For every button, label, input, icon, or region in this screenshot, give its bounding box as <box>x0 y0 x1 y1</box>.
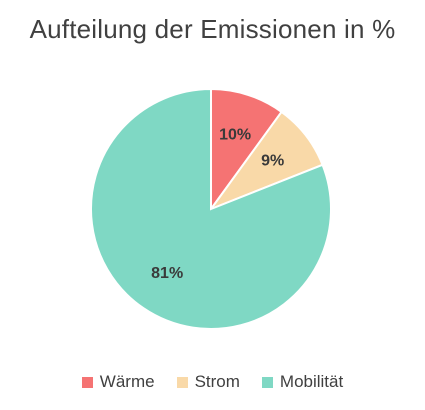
legend-item-mobilitaet: Mobilität <box>261 372 344 392</box>
pie-chart: 10% 9% 81% <box>90 87 332 330</box>
legend-swatch-waerme <box>81 376 93 388</box>
chart-legend: Wärme Strom Mobilität <box>0 372 425 392</box>
chart-title: Aufteilung der Emissionen in % <box>29 14 396 44</box>
legend-label-strom: Strom <box>194 372 240 391</box>
data-label-strom: 9% <box>261 153 284 170</box>
legend-swatch-strom <box>176 376 188 388</box>
legend-item-waerme: Wärme <box>81 372 155 392</box>
legend-label-mobilitaet: Mobilität <box>279 372 344 391</box>
data-label-mobilitaet: 81% <box>151 265 183 282</box>
pie-slice-mobilitaet <box>90 87 332 330</box>
legend-swatch-mobilitaet <box>261 376 273 388</box>
legend-label-waerme: Wärme <box>99 372 155 391</box>
pie-slice-waerme <box>210 87 283 213</box>
legend-item-strom: Strom <box>176 372 240 392</box>
data-label-waerme: 10% <box>219 126 251 143</box>
